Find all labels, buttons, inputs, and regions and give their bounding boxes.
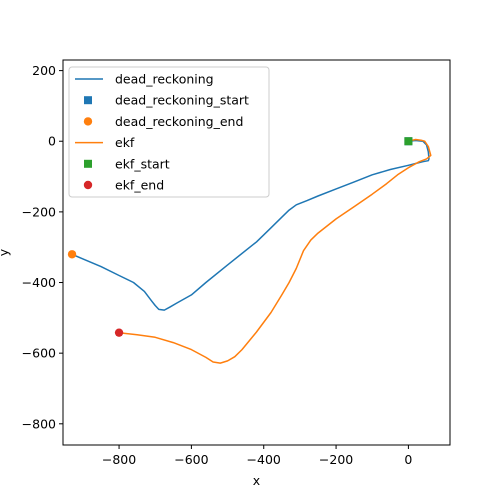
y-tick-label: −800 [22,416,56,431]
y-tick-label: 0 [48,134,56,149]
legend-swatch-dead_reckoning_end [83,117,93,126]
x-tick-label: −200 [319,452,353,467]
legend-swatch-ekf_start [84,159,92,168]
marker-ekf_end [114,328,124,337]
legend-swatch-ekf_end [83,180,93,190]
marker-dead_reckoning_end [67,250,77,259]
legend-swatch-dead_reckoning_start [84,96,92,105]
y-tick-label: −400 [22,275,56,290]
axes-frame [62,59,451,446]
legend-label: ekf [115,135,135,150]
marker-ekf_start [404,137,413,146]
legend-label: dead_reckoning_end [115,114,243,129]
y-axis-label: y [0,248,11,256]
series-layer [71,138,432,364]
x-axis-label: x [253,473,260,488]
series-line-ekf [119,138,432,364]
x-tick-label: 0 [404,452,412,467]
y-tick-label: −200 [22,204,56,219]
marker-layer [67,137,413,337]
y-tick-label: −600 [22,346,56,361]
legend-box [68,66,270,198]
legend: dead_reckoning dead_reckoning_start dead_r… [68,66,270,198]
legend-label: ekf_end [115,178,164,193]
x-axis-ticks: −800 −600 −400 −200 0 [102,445,412,467]
legend-label: dead_reckoning [115,72,214,87]
series-line-dead_reckoning [71,139,430,311]
x-tick-label: −600 [174,452,208,467]
legend-label: ekf_start [115,156,170,171]
y-axis-ticks: −800 −600 −400 −200 0 200 [22,63,63,431]
x-tick-label: −400 [247,452,281,467]
x-tick-label: −800 [102,452,136,467]
legend-label: dead_reckoning_start [115,93,249,108]
y-tick-label: 200 [32,63,56,78]
